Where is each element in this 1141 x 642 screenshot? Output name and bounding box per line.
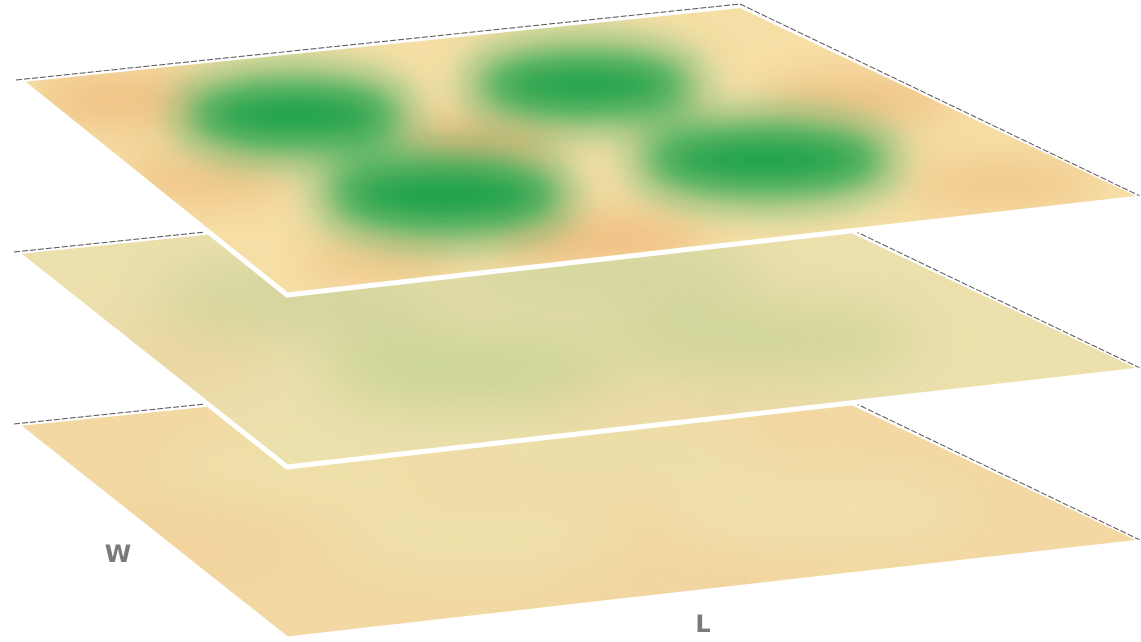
- width-label: W: [105, 540, 131, 568]
- length-label: L: [695, 610, 710, 638]
- page: W L (() => { const data = JSON.parse(doc…: [0, 0, 1141, 642]
- layer-diagram: W L: [0, 0, 1141, 642]
